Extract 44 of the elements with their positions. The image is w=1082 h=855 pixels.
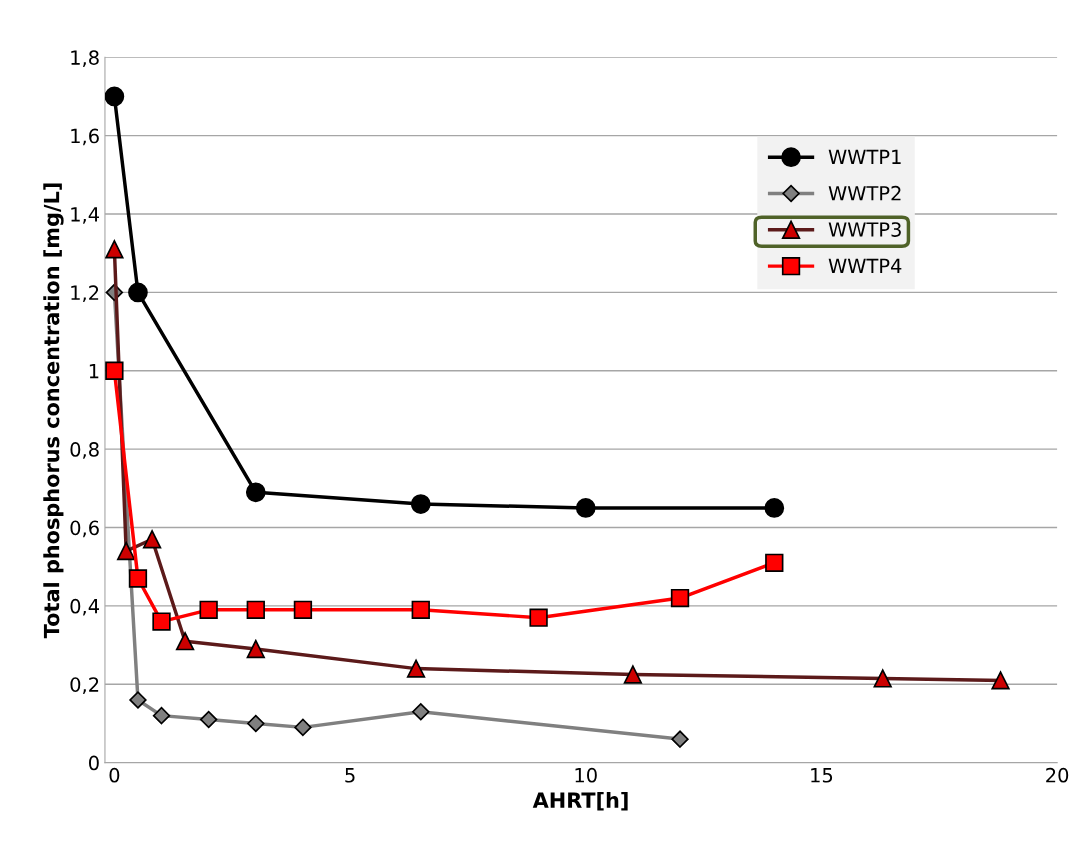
y-tick-label: 0,8 [70, 442, 99, 459]
point [529, 608, 548, 627]
point [199, 710, 218, 729]
legend-label: WWTP3 [828, 222, 901, 237]
point [128, 569, 148, 588]
point [152, 612, 171, 631]
x-tick-label: 0 [109, 767, 120, 783]
y-tick-label: 1 [89, 364, 99, 379]
y-tick-label: 0,4 [70, 598, 99, 616]
point [246, 600, 265, 619]
point [104, 86, 125, 107]
point [575, 498, 596, 518]
point [764, 498, 785, 518]
x-tick-label: 5 [345, 768, 355, 783]
point [247, 714, 265, 733]
x-axis-title: AHRT[h] [532, 791, 628, 811]
legend-label: WWTP4 [828, 258, 902, 273]
point [152, 706, 171, 725]
y-tick-label: 0 [89, 755, 99, 771]
x-tick-label: 15 [811, 768, 833, 783]
y-tick-label: 1,4 [71, 207, 99, 224]
point [199, 600, 218, 619]
y-tick-label: 0,6 [70, 520, 99, 538]
point [294, 718, 312, 737]
legend-label: WWTP2 [828, 185, 901, 201]
point [128, 282, 148, 303]
legend-label: WWTP1 [828, 149, 901, 164]
point [410, 494, 431, 514]
x-tick-label: 20 [1046, 767, 1069, 783]
y-tick-label: 1,6 [71, 128, 99, 146]
point [671, 730, 689, 748]
point [412, 703, 430, 721]
x-tick-label: 10 [575, 767, 597, 783]
y-tick-label: 1,8 [71, 50, 99, 67]
point [129, 691, 147, 709]
point [765, 553, 784, 572]
point [411, 600, 430, 619]
point [293, 600, 313, 619]
y-tick-label: 0,2 [70, 677, 99, 694]
y-tick-label: 1,2 [71, 285, 99, 303]
y-axis-title: Total phosphorus concentration [mg/L] [43, 183, 64, 639]
point [670, 588, 690, 608]
point [245, 482, 266, 503]
point [105, 361, 124, 380]
